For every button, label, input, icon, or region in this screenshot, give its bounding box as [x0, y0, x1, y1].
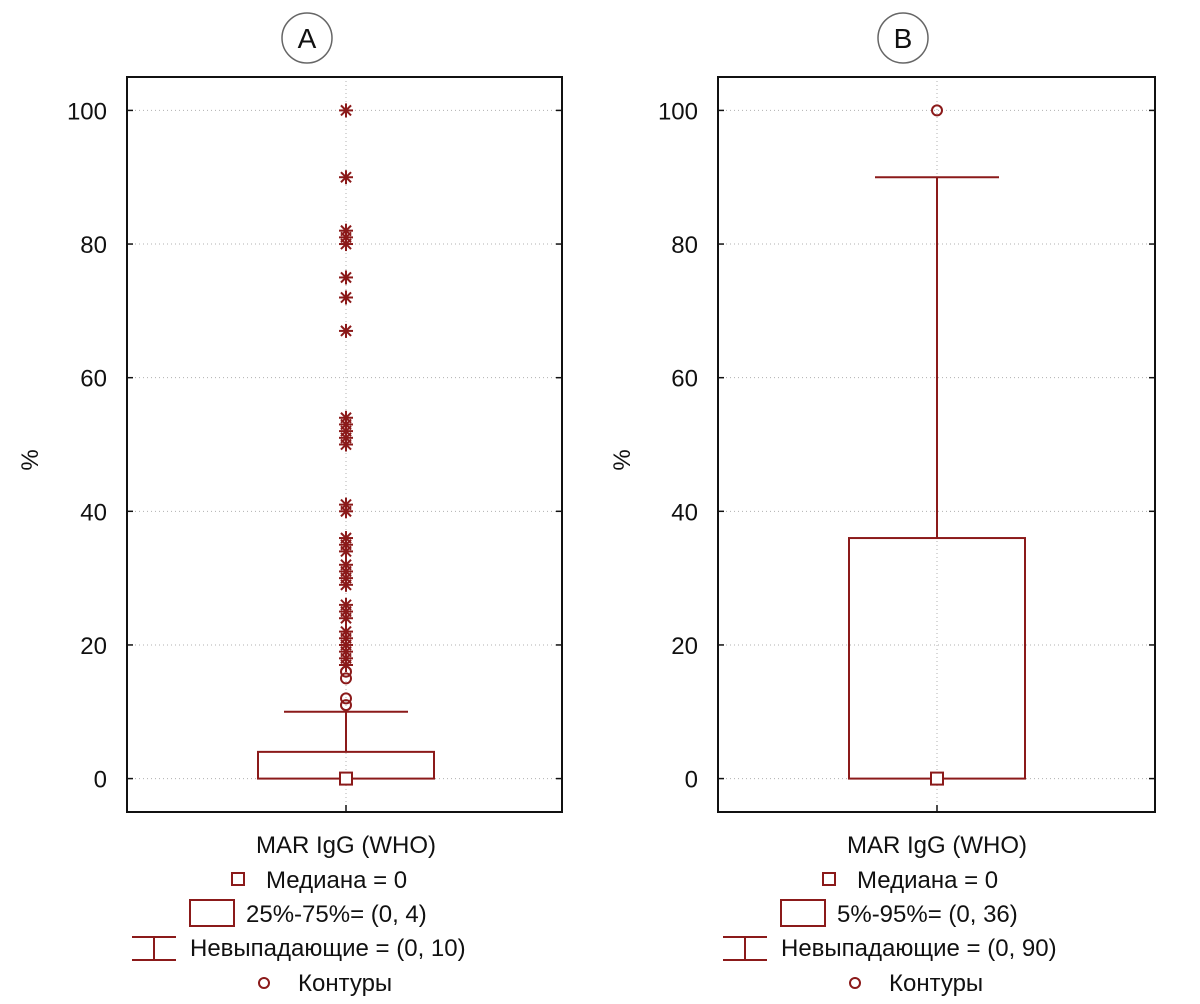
median-marker: [339, 771, 353, 786]
outlier-point: [340, 699, 352, 712]
panel-badge-label: B: [894, 23, 913, 54]
legend-median-label: Медиана = 0: [266, 867, 407, 894]
iqr-box: [848, 537, 1026, 780]
legend: Медиана = 0 25%-75%= (0, 4) Невыпадающие =…: [132, 867, 466, 997]
extreme-stroke: [340, 291, 352, 304]
legend-outlier-swatch: [849, 977, 861, 989]
extreme-stroke: [340, 412, 352, 424]
extreme-stroke: [340, 271, 352, 284]
extreme-stroke: [340, 325, 352, 337]
median-marker: [930, 771, 944, 786]
outlier-point: [931, 104, 943, 117]
y-tick-label: 100: [67, 98, 107, 125]
y-axis-label: %: [609, 449, 636, 470]
extreme-point: [339, 170, 353, 185]
extreme-point: [339, 497, 353, 512]
extreme-point: [339, 223, 353, 238]
x-axis-label: MAR IgG (WHO): [847, 832, 1027, 859]
y-axis-label: %: [17, 449, 44, 470]
panel-badge-circle: [877, 12, 929, 64]
legend-median-label: Медиана = 0: [857, 867, 998, 894]
y-tick-label: 60: [671, 366, 698, 393]
panel-a: 0 20 40 60 80 100% A MAR IgG (WHO) Медиана = 0 25…: [17, 12, 563, 997]
legend-median-swatch: [231, 872, 245, 886]
legend-outlier-label: Контуры: [298, 970, 392, 997]
panel-badge-label: A: [298, 23, 317, 54]
panel-badge-circle: [281, 12, 333, 64]
outlier-point: [340, 672, 352, 685]
y-tick-label: 40: [671, 499, 698, 526]
extreme-stroke: [340, 104, 352, 117]
y-tick-label: 0: [94, 767, 107, 794]
extreme-stroke: [340, 559, 352, 571]
outlier-point: [340, 692, 352, 705]
y-tick-label: 0: [685, 767, 698, 794]
y-tick-label: 80: [80, 232, 107, 259]
legend-outlier-label: Контуры: [889, 970, 983, 997]
extreme-stroke: [340, 532, 352, 544]
y-tick-label: 20: [80, 633, 107, 660]
y-tick-label: 80: [671, 232, 698, 259]
extreme-stroke: [340, 625, 352, 638]
extreme-point: [339, 103, 353, 118]
legend-box-swatch: [780, 899, 826, 927]
legend-whisker-label: Невыпадающие = (0, 10): [190, 935, 466, 962]
y-tick-label: 20: [671, 633, 698, 660]
plot-frame: [126, 76, 563, 813]
legend-box-label: 25%-75%= (0, 4): [246, 901, 427, 928]
y-tick-label: 40: [80, 499, 107, 526]
extreme-point: [339, 597, 353, 612]
legend-box-swatch: [189, 899, 235, 927]
y-tick-label: 100: [658, 98, 698, 125]
y-tick-label: 60: [80, 366, 107, 393]
extreme-stroke: [340, 599, 352, 611]
extreme-point: [339, 270, 353, 285]
legend-outlier-swatch: [258, 977, 270, 989]
legend-box-label: 5%-95%= (0, 36): [837, 901, 1018, 928]
x-axis-label: MAR IgG (WHO): [256, 832, 436, 859]
extreme-stroke: [340, 498, 352, 511]
extreme-point: [339, 290, 353, 305]
extreme-point: [339, 323, 353, 338]
extreme-point: [339, 624, 353, 639]
legend-whisker-label: Невыпадающие = (0, 90): [781, 935, 1057, 962]
extreme-stroke: [340, 171, 352, 183]
extreme-point: [339, 410, 353, 425]
extreme-point: [339, 531, 353, 546]
extreme-point: [339, 557, 353, 572]
legend: Медиана = 0 5%-95%= (0, 36) Невыпадающие =…: [723, 867, 1057, 997]
panel-b: 0 20 40 60 80 100% B MAR IgG (WHO) Медиана = 0 5%…: [609, 12, 1156, 997]
legend-median-swatch: [822, 872, 836, 886]
extreme-stroke: [340, 224, 352, 237]
